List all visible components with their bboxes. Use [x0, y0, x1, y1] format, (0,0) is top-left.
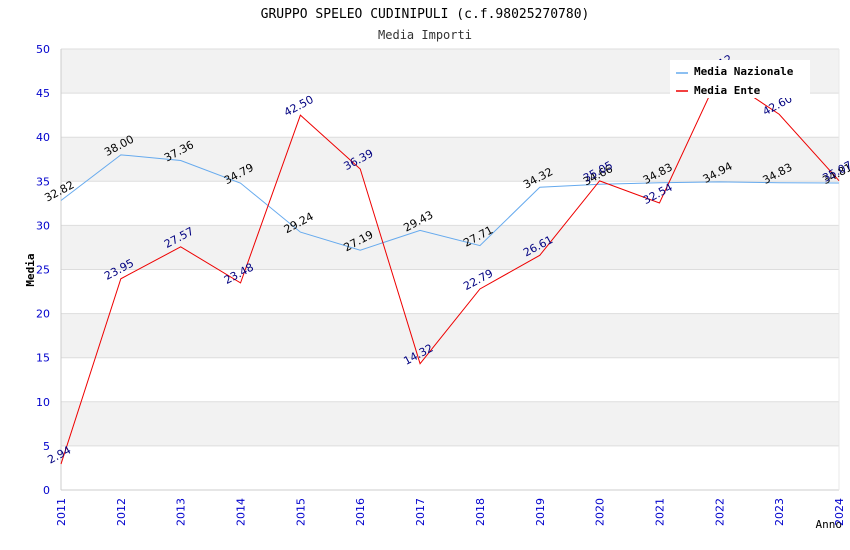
grid-band [61, 181, 839, 226]
y-tick-label: 45 [36, 87, 50, 100]
x-tick-label: 2011 [55, 498, 68, 526]
series-line-nazionale [60, 154, 840, 251]
grid-band [61, 445, 839, 490]
gridlines [60, 48, 840, 491]
grid-band [61, 93, 839, 138]
y-tick-label: 25 [36, 264, 50, 277]
y-axis-label: Media [24, 253, 37, 286]
y-tick-label: 5 [43, 440, 50, 453]
grid-band [61, 313, 839, 358]
grid-bands [61, 49, 839, 490]
x-tick-label: 2015 [294, 498, 307, 526]
y-tick-label: 35 [36, 175, 50, 188]
y-tick-label: 10 [36, 396, 50, 409]
grid-band [61, 401, 839, 446]
x-tick-label: 2019 [534, 498, 547, 526]
chart-subtitle: Media Importi [378, 28, 472, 42]
y-tick-label: 15 [36, 352, 50, 365]
x-tick-label: 2024 [833, 498, 846, 526]
x-tick-label: 2016 [354, 498, 367, 526]
x-tick-label: 2014 [235, 498, 248, 526]
x-tick-label: 2012 [115, 498, 128, 526]
x-tick-label: 2020 [594, 498, 607, 526]
y-tick-label: 40 [36, 131, 50, 144]
x-axis-label: Anno [816, 518, 843, 531]
y-tick-label: 20 [36, 308, 50, 321]
legend-box [670, 60, 810, 98]
chart-title: GRUPPO SPELEO CUDINIPULI (c.f.9802527078… [261, 7, 590, 22]
x-tick-label: 2021 [653, 498, 666, 526]
x-tick-label: 2013 [175, 498, 188, 526]
x-axis-ticks: 2011 2012 2013 2014 2015 2016 2017 2018 2019 2020… [55, 498, 846, 526]
legend: Media Nazionale Media Ente [670, 60, 810, 98]
legend-label-ente: Media Ente [694, 84, 761, 97]
y-tick-label: 30 [36, 219, 50, 232]
x-tick-label: 2023 [773, 498, 786, 526]
x-tick-label: 2018 [474, 498, 487, 526]
grid-band [61, 225, 839, 270]
grid-band [61, 269, 839, 314]
x-tick-label: 2017 [414, 498, 427, 526]
x-tick-label: 2022 [713, 498, 726, 526]
y-axis-ticks: 0 5 10 15 20 25 30 35 40 45 50 [36, 43, 50, 497]
legend-label-nazionale: Media Nazionale [694, 65, 794, 78]
grid-band [61, 357, 839, 402]
y-tick-label: 50 [36, 43, 50, 56]
grid-band [61, 137, 839, 182]
y-tick-label: 0 [43, 484, 50, 497]
